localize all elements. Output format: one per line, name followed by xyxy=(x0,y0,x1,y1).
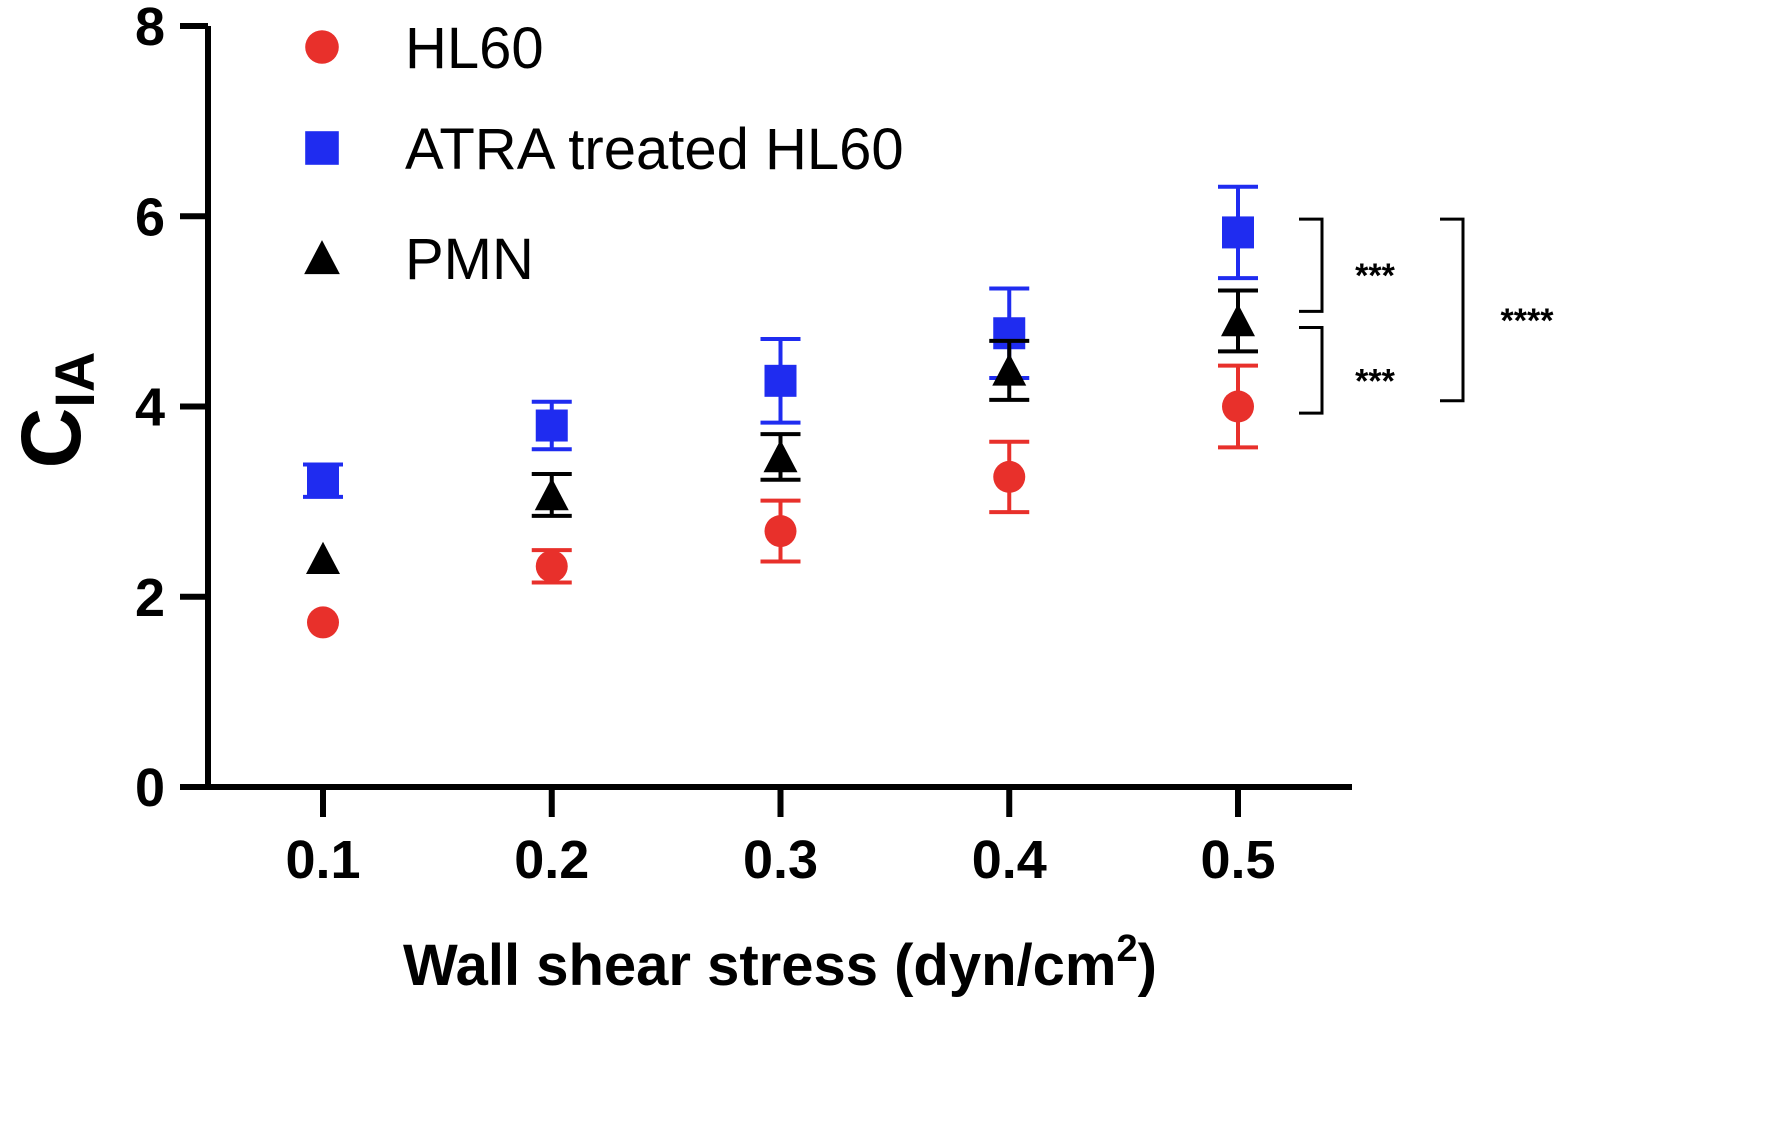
x-tick-label: 0.2 xyxy=(514,830,589,890)
data-point xyxy=(764,515,797,548)
x-axis-title: Wall shear stress (dyn/cm2) xyxy=(403,928,1157,998)
significance-label: *** xyxy=(1355,257,1395,295)
x-tick-label: 0.1 xyxy=(285,830,360,890)
data-marks xyxy=(303,184,1258,639)
data-point xyxy=(992,353,1027,386)
x-tick-label: 0.4 xyxy=(972,830,1047,890)
data-point xyxy=(535,409,568,442)
y-tick-label: 4 xyxy=(135,378,165,438)
y-tick-label: 8 xyxy=(135,0,165,57)
significance-bracket: *** xyxy=(1299,217,1396,313)
series-pmn xyxy=(306,288,1258,574)
significance-bracket: **** xyxy=(1440,217,1555,403)
significance-bracket: *** xyxy=(1299,326,1396,415)
x-tick-label: 0.5 xyxy=(1200,830,1275,890)
data-point xyxy=(534,477,569,511)
legend-marker xyxy=(305,131,339,165)
y-axis-title: CIA xyxy=(4,352,106,469)
data-point xyxy=(763,439,798,473)
data-point xyxy=(993,460,1026,493)
data-point xyxy=(1221,303,1255,337)
y-axis-title-sub: IA xyxy=(43,352,106,408)
legend-label: PMN xyxy=(405,227,534,292)
y-tick-label: 0 xyxy=(135,758,165,818)
legend-item-pmn: PMN xyxy=(304,227,534,292)
legend: HL60 ATRA treated HL60 PMN xyxy=(304,16,904,292)
x-axis-title-sup: 2 xyxy=(1117,928,1138,970)
series-hl60 xyxy=(307,363,1258,639)
legend-item-atra-treated-hl60: ATRA treated HL60 xyxy=(305,117,904,182)
y-tick-label: 6 xyxy=(135,187,165,247)
significance-label: **** xyxy=(1501,302,1555,340)
data-point xyxy=(535,550,568,583)
data-point xyxy=(1222,216,1254,249)
x-axis-title-end: ) xyxy=(1138,933,1157,998)
x-axis-title-main: Wall shear stress (dyn/cm xyxy=(403,933,1116,998)
ticks: 0 2 4 6 8 0.1 0.2 0.3 0.4 0.5 xyxy=(135,0,1276,890)
y-tick-label: 2 xyxy=(135,568,165,628)
data-point xyxy=(307,606,339,639)
data-point xyxy=(306,541,340,574)
legend-marker xyxy=(305,30,339,64)
y-axis-title-main: C xyxy=(4,408,98,469)
significance-brackets: ********** xyxy=(1299,217,1555,415)
data-point xyxy=(307,464,339,497)
legend-marker xyxy=(304,240,340,275)
legend-label: HL60 xyxy=(405,16,544,81)
data-point xyxy=(1222,390,1254,423)
legend-item-hl60: HL60 xyxy=(305,16,544,81)
x-tick-label: 0.3 xyxy=(743,830,818,890)
legend-label: ATRA treated HL60 xyxy=(405,117,904,182)
data-point xyxy=(764,364,797,397)
significance-label: *** xyxy=(1355,362,1395,400)
